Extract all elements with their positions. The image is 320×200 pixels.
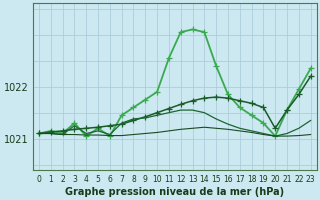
X-axis label: Graphe pression niveau de la mer (hPa): Graphe pression niveau de la mer (hPa) [65, 187, 284, 197]
